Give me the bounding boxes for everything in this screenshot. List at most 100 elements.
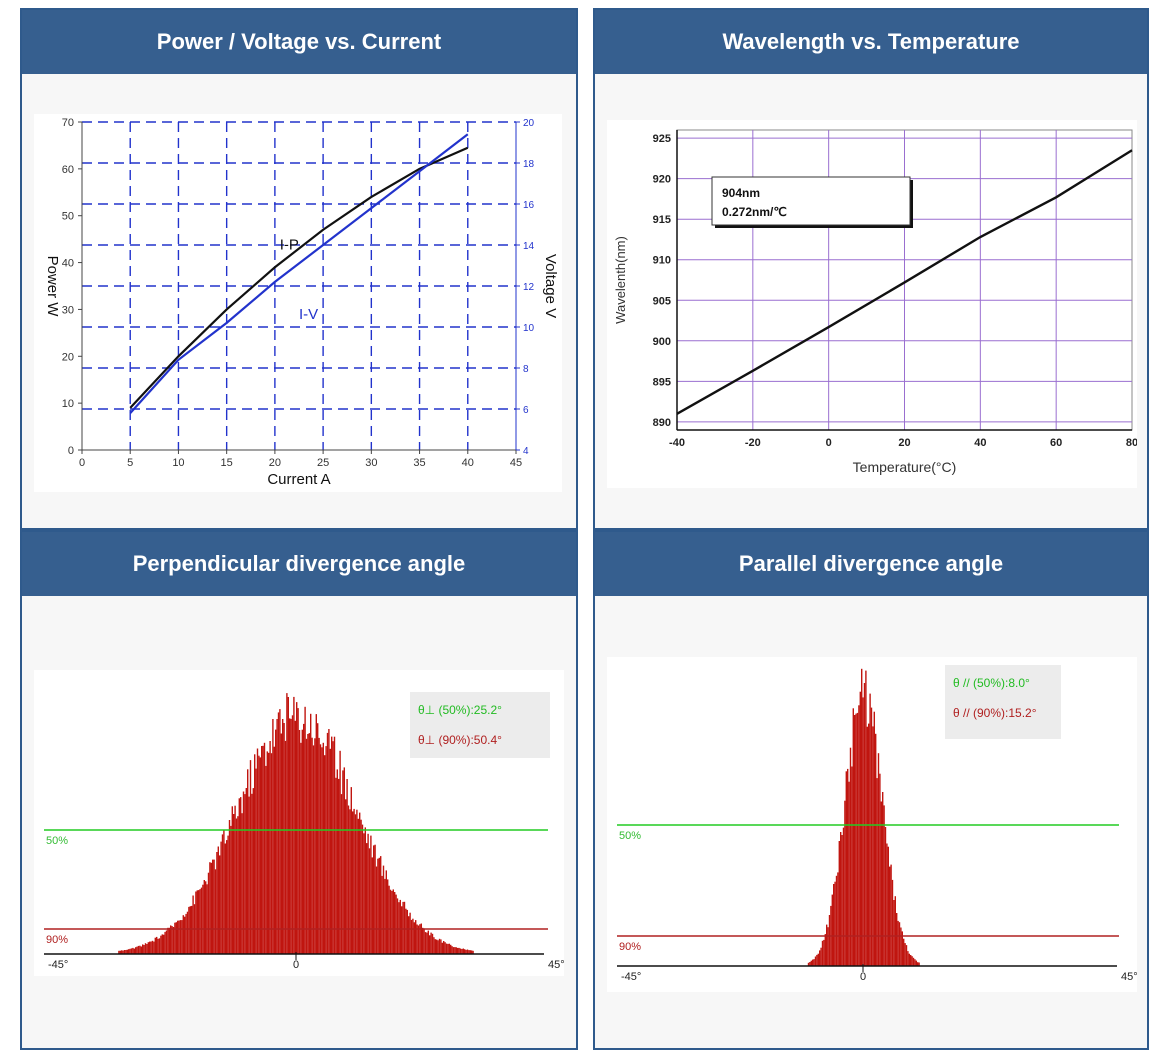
histogram-bar — [445, 943, 448, 954]
histogram-bar — [205, 881, 207, 954]
histogram-bar — [426, 932, 428, 954]
histogram-bar — [912, 957, 915, 966]
histogram-bar — [886, 843, 888, 966]
histogram-bar — [389, 889, 392, 954]
histogram-bar — [322, 742, 324, 954]
histogram-bar — [150, 941, 152, 954]
histogram-bar — [196, 890, 198, 954]
histogram-bar — [164, 931, 166, 954]
y-tick-label: 890 — [653, 417, 671, 429]
histogram-bar — [841, 835, 843, 966]
histogram-bar — [156, 936, 158, 954]
histogram-bar — [172, 927, 175, 954]
histogram-bar — [388, 885, 390, 954]
histogram-bar — [436, 939, 438, 954]
histogram-bar — [876, 778, 878, 966]
histogram-bar — [129, 948, 131, 954]
legend-entry-50: θ // (50%):8.0° — [953, 676, 1030, 690]
histogram-bar — [427, 930, 429, 954]
y-tick-label: 910 — [653, 255, 671, 267]
histogram-bar — [314, 738, 316, 954]
x-tick-label: 40 — [974, 437, 986, 449]
y-tick-label: 900 — [653, 336, 671, 348]
histogram-bar — [249, 760, 252, 954]
x-tick-label: 0 — [826, 437, 832, 449]
histogram-bar — [182, 915, 184, 954]
histogram-bar — [894, 896, 896, 966]
histogram-bar — [163, 934, 165, 954]
y-tick-label: 50 — [62, 211, 74, 223]
histogram-bar — [317, 723, 319, 954]
histogram-bar — [192, 895, 194, 954]
histogram-bar — [430, 932, 432, 954]
histogram-bar — [889, 866, 891, 966]
chart-parallel-plot: 50% 90% -45° 0 45° θ // (50%):8.0° θ // (90%):… — [607, 657, 1138, 992]
x-tick-label: -20 — [745, 437, 761, 449]
x-axis-label: Temperature(°C) — [853, 459, 957, 475]
histogram-bar — [890, 864, 892, 966]
histogram-bar — [868, 723, 870, 966]
histogram-bar — [140, 946, 142, 954]
chart-power-voltage: 0 5 10 15 20 25 30 35 40 45 0 10 20 30 40 50 60 70 4 6 8 10 12… — [44, 117, 559, 488]
histogram-bar — [891, 879, 894, 966]
histogram-bar — [147, 942, 149, 954]
histogram-bar — [883, 805, 885, 966]
histogram-bar — [332, 741, 334, 954]
histogram-bar — [833, 884, 835, 966]
level-label-90: 90% — [46, 934, 68, 946]
histogram-bar — [813, 959, 815, 966]
histogram-bar — [872, 726, 874, 966]
histogram-bar — [206, 884, 208, 954]
histogram-bar — [294, 720, 296, 954]
histogram-bar — [160, 935, 162, 954]
histogram-bar — [419, 924, 421, 954]
histogram-bar — [378, 857, 380, 954]
histogram-bar — [307, 734, 309, 954]
histogram-bar — [866, 726, 868, 966]
histogram-bar — [338, 778, 340, 954]
histogram-bar — [823, 939, 825, 966]
histogram-bar — [905, 945, 908, 966]
histogram-bar — [135, 947, 137, 954]
histogram-bar — [310, 713, 312, 954]
histogram-bar — [226, 840, 228, 954]
histogram-bar — [133, 948, 135, 954]
histogram-bar — [122, 950, 124, 954]
y2-tick-label: 8 — [523, 364, 529, 375]
y2-tick-label: 20 — [523, 118, 535, 129]
x-axis-label: Current A — [267, 471, 330, 488]
histogram-bar — [396, 898, 399, 954]
histogram-bar — [368, 848, 371, 954]
histogram-bar — [136, 946, 138, 954]
x-tick-label: 80 — [1126, 437, 1137, 449]
histogram-bar — [415, 920, 417, 954]
histogram-bar — [433, 937, 435, 954]
histogram-bar — [216, 852, 218, 954]
level-label-50: 50% — [46, 835, 68, 847]
histogram-bar — [471, 950, 473, 954]
histogram-bar — [185, 913, 187, 954]
histogram-bar — [328, 729, 330, 954]
histogram-bar — [911, 956, 913, 966]
histogram-bar — [132, 947, 134, 954]
histogram-bar — [360, 819, 362, 954]
panel-title: Perpendicular divergence angle — [22, 532, 576, 596]
histogram-bar — [412, 918, 414, 954]
histogram-bar — [882, 792, 884, 966]
histogram-bar — [252, 788, 254, 954]
x-tick-label: 40 — [462, 457, 474, 469]
histogram-bar — [458, 947, 460, 954]
y-tick-label: 895 — [653, 376, 671, 388]
histogram-bar — [350, 787, 352, 954]
histogram-bar — [828, 915, 831, 966]
x-tick-label: -45° — [621, 971, 641, 983]
histogram-bar — [279, 709, 281, 954]
histogram-bar — [901, 931, 903, 966]
histogram-bar — [826, 924, 828, 966]
histogram-bar — [119, 950, 121, 954]
histogram-bar — [884, 827, 887, 966]
histogram-bar — [297, 708, 299, 954]
y2-tick-label: 16 — [523, 200, 535, 211]
histogram-bar — [343, 767, 345, 954]
histogram-bar — [918, 962, 920, 966]
